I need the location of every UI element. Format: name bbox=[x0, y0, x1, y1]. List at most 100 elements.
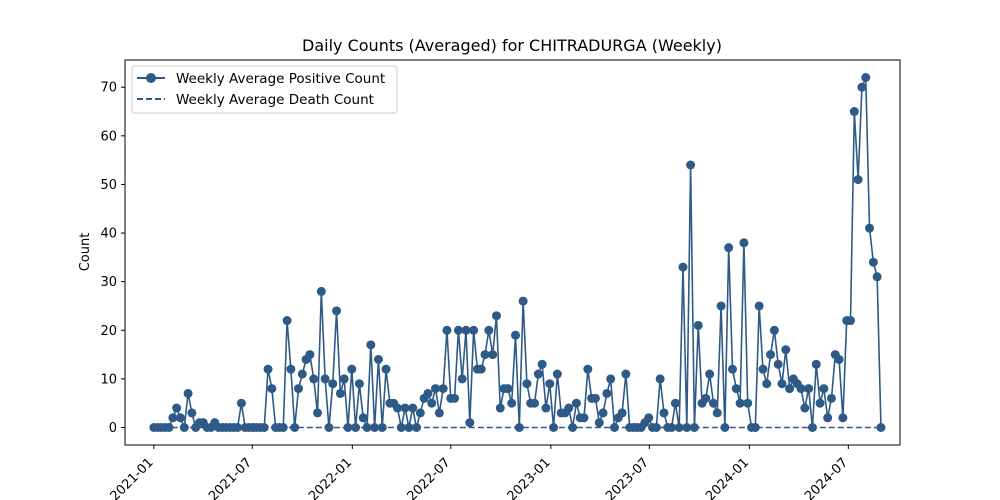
data-point bbox=[807, 423, 817, 432]
data-point bbox=[590, 393, 600, 403]
data-point bbox=[236, 398, 246, 408]
data-point bbox=[347, 364, 357, 374]
data-point bbox=[571, 398, 581, 408]
data-point bbox=[457, 374, 467, 384]
data-point bbox=[442, 325, 452, 335]
data-point bbox=[655, 374, 665, 384]
data-point bbox=[476, 364, 486, 374]
data-point bbox=[427, 398, 437, 408]
data-point bbox=[263, 364, 273, 374]
data-point bbox=[644, 413, 654, 423]
data-point bbox=[853, 175, 863, 185]
data-point bbox=[488, 350, 498, 360]
data-point bbox=[305, 350, 315, 360]
data-point bbox=[838, 413, 848, 423]
data-point bbox=[602, 388, 612, 398]
data-point bbox=[267, 384, 277, 394]
plot-area bbox=[149, 73, 886, 432]
data-point bbox=[514, 423, 524, 432]
data-point bbox=[796, 384, 806, 394]
data-point bbox=[316, 286, 326, 296]
data-point bbox=[503, 384, 513, 394]
data-point bbox=[804, 384, 814, 394]
data-point bbox=[434, 408, 444, 418]
data-point bbox=[233, 423, 243, 432]
data-point bbox=[689, 423, 699, 432]
data-point bbox=[328, 379, 338, 389]
y-tick-label: 50 bbox=[100, 178, 117, 193]
data-point bbox=[332, 306, 342, 316]
legend-positive-label: Weekly Average Positive Count bbox=[176, 71, 385, 87]
data-point bbox=[727, 364, 737, 374]
data-point bbox=[777, 379, 787, 389]
data-point bbox=[412, 423, 422, 432]
data-point bbox=[518, 296, 528, 306]
data-point bbox=[381, 364, 391, 374]
data-point bbox=[324, 423, 334, 432]
data-point bbox=[377, 423, 387, 432]
data-point bbox=[175, 413, 185, 423]
data-point bbox=[773, 359, 783, 369]
data-point bbox=[651, 423, 661, 432]
data-point bbox=[724, 243, 734, 253]
data-point bbox=[583, 364, 593, 374]
legend-box bbox=[131, 65, 398, 114]
data-point bbox=[682, 423, 692, 432]
data-point bbox=[849, 107, 859, 117]
data-point bbox=[609, 423, 619, 432]
data-point bbox=[453, 325, 463, 335]
data-point bbox=[621, 369, 631, 379]
data-point bbox=[510, 330, 520, 340]
data-point bbox=[861, 73, 871, 82]
data-point bbox=[876, 423, 886, 432]
data-point bbox=[396, 423, 406, 432]
data-point bbox=[164, 423, 174, 432]
data-point bbox=[811, 359, 821, 369]
data-point bbox=[781, 345, 791, 355]
axes-frame bbox=[124, 59, 901, 446]
data-point bbox=[705, 369, 715, 379]
y-tick-label: 40 bbox=[100, 227, 117, 242]
data-point bbox=[297, 369, 307, 379]
legend-positive-marker bbox=[146, 73, 156, 83]
data-point bbox=[469, 325, 479, 335]
data-point bbox=[259, 423, 269, 432]
data-point bbox=[293, 384, 303, 394]
data-point bbox=[754, 301, 764, 311]
data-point bbox=[568, 423, 578, 432]
data-point bbox=[579, 413, 589, 423]
data-point bbox=[617, 408, 627, 418]
data-point bbox=[183, 388, 193, 398]
data-point bbox=[606, 374, 616, 384]
y-axis: 0 10 20 30 40 50 60 70 bbox=[100, 81, 125, 436]
data-point bbox=[533, 369, 543, 379]
data-point bbox=[522, 379, 532, 389]
data-point bbox=[720, 423, 730, 432]
data-point bbox=[823, 413, 833, 423]
data-point bbox=[354, 379, 364, 389]
data-point bbox=[731, 384, 741, 394]
data-point bbox=[450, 393, 460, 403]
data-point bbox=[594, 418, 604, 428]
data-point bbox=[415, 408, 425, 418]
data-point bbox=[408, 403, 418, 413]
data-point bbox=[309, 374, 319, 384]
y-tick-label: 10 bbox=[100, 372, 117, 387]
y-tick-label: 0 bbox=[109, 421, 117, 436]
data-point bbox=[480, 350, 490, 360]
data-point bbox=[846, 316, 856, 326]
y-tick-label: 60 bbox=[100, 129, 117, 144]
data-point bbox=[564, 403, 574, 413]
data-point bbox=[693, 320, 703, 330]
data-point bbox=[484, 325, 494, 335]
data-point bbox=[716, 301, 726, 311]
data-point bbox=[362, 423, 372, 432]
data-point bbox=[351, 423, 361, 432]
data-point bbox=[495, 403, 505, 413]
legend-death-label: Weekly Average Death Count bbox=[176, 92, 374, 108]
data-point bbox=[290, 423, 300, 432]
data-point bbox=[392, 403, 402, 413]
data-point bbox=[400, 403, 410, 413]
data-point bbox=[491, 311, 501, 321]
